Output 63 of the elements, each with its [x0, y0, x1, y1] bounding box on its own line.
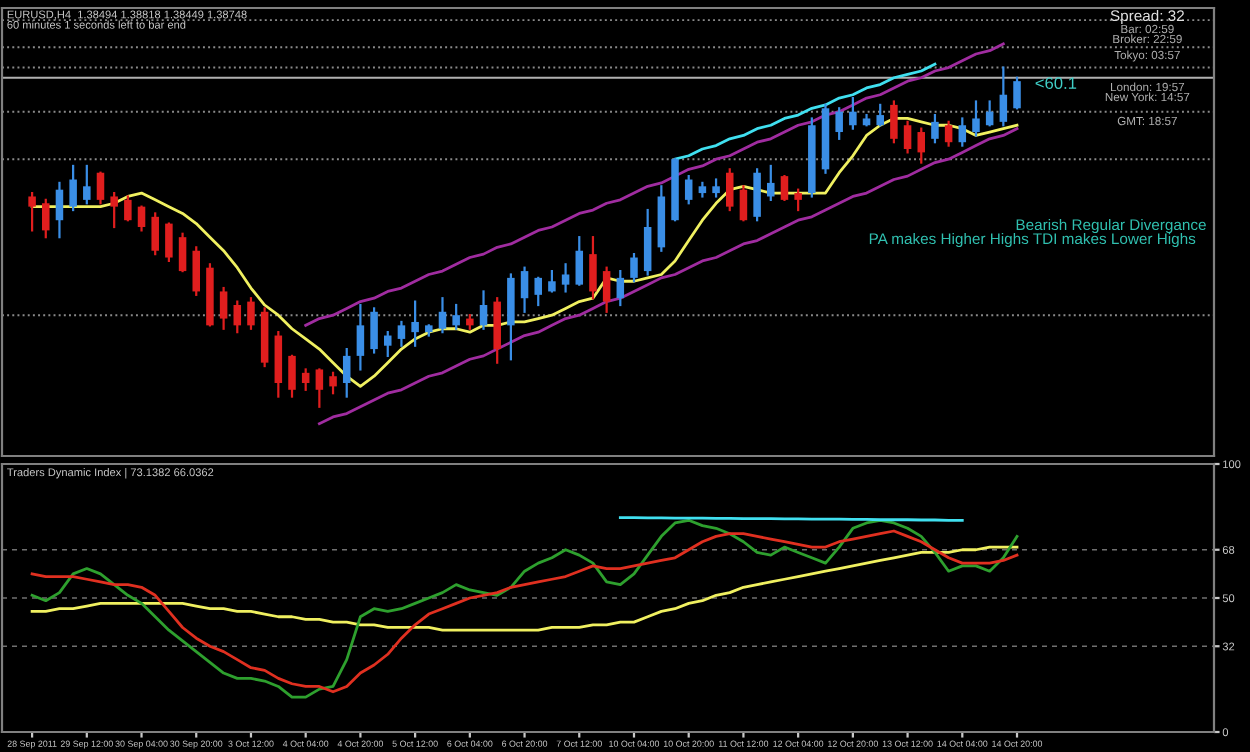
candlestick	[575, 236, 584, 286]
candlestick	[479, 290, 488, 330]
candlestick	[630, 253, 638, 283]
candlestick	[370, 307, 378, 354]
candlestick	[247, 297, 255, 330]
candlestick	[137, 205, 146, 232]
candlestick	[384, 331, 392, 357]
candlestick	[411, 300, 419, 347]
candlestick	[219, 286, 228, 330]
candlestick	[165, 222, 173, 263]
candlestick	[83, 164, 91, 205]
candlestick	[794, 188, 802, 212]
candlestick	[452, 303, 460, 330]
candlestick	[397, 320, 406, 347]
candlestick	[151, 212, 159, 256]
candlestick	[274, 331, 283, 398]
candlestick	[1013, 76, 1021, 110]
candlestick	[753, 168, 761, 222]
candlestick	[96, 171, 105, 205]
candlestick	[903, 120, 912, 154]
candlestick	[643, 208, 652, 276]
candlestick	[835, 107, 843, 140]
candlestick	[192, 246, 201, 296]
candlestick	[124, 195, 132, 222]
candlestick	[972, 100, 980, 137]
candlestick	[849, 97, 857, 130]
candlestick	[342, 347, 351, 398]
candlestick	[548, 269, 556, 293]
candlestick	[438, 297, 447, 334]
candlestick	[301, 368, 310, 391]
candlestick	[534, 276, 542, 307]
candlestick	[55, 181, 64, 239]
candlestick	[42, 198, 50, 239]
candlestick	[684, 175, 693, 205]
candlestick	[233, 300, 242, 334]
candlestick	[876, 103, 884, 127]
candlestick	[780, 175, 789, 201]
line-series	[30, 545, 1019, 632]
candlestick	[315, 368, 324, 408]
candlestick	[69, 164, 77, 212]
candlestick	[589, 236, 597, 300]
candlestick	[602, 266, 611, 313]
candlestick	[890, 100, 898, 144]
candlestick	[329, 371, 337, 395]
candlestick	[958, 117, 967, 147]
candlestick	[110, 191, 118, 229]
candlestick	[739, 185, 748, 222]
candlestick	[917, 127, 926, 164]
candlestick	[561, 263, 570, 293]
candlestick	[767, 164, 775, 201]
candlestick	[725, 168, 734, 212]
candlestick	[931, 113, 939, 144]
candlestick	[999, 66, 1008, 127]
candlestick	[520, 266, 529, 313]
candlestick	[288, 354, 296, 398]
candlestick	[507, 273, 515, 361]
candlestick	[356, 303, 365, 371]
candlestick	[178, 232, 187, 273]
candlestick	[944, 120, 953, 147]
candlestick	[28, 191, 36, 232]
text: <60.1	[1035, 77, 1077, 90]
candlestick	[493, 297, 501, 364]
candlestick	[616, 269, 625, 307]
